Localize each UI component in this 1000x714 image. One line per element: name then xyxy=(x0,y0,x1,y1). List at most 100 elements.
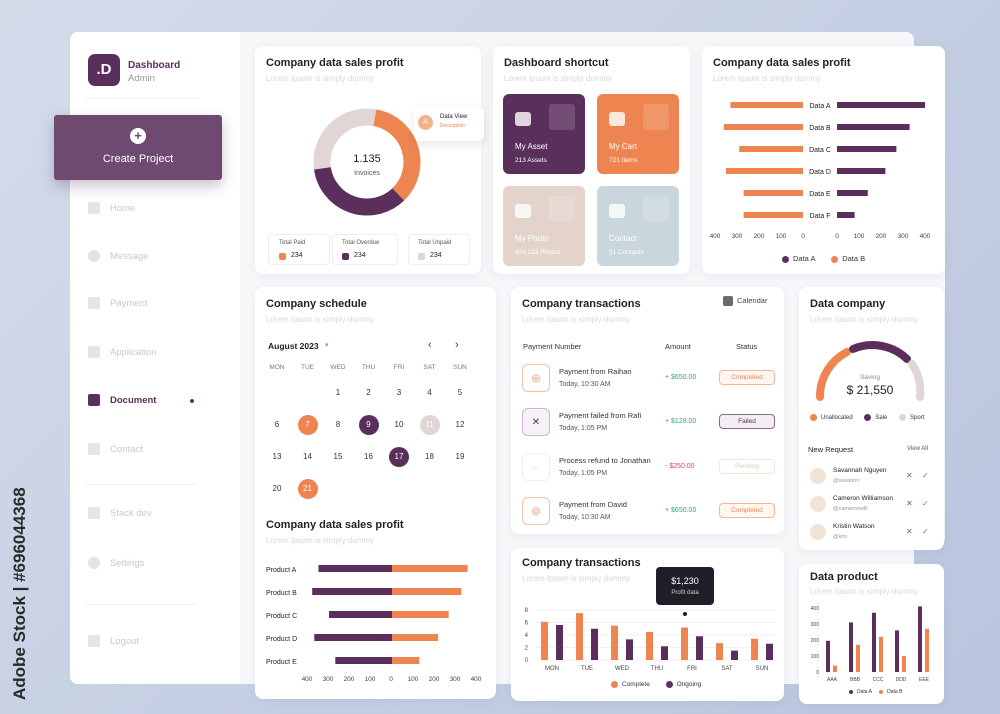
donut-tooltip: A Data View Description xyxy=(414,107,484,141)
category-label: MON xyxy=(545,666,559,672)
sidebar-item-application[interactable]: Application xyxy=(88,343,156,361)
tile-contact[interactable]: Contact 51 Contacts xyxy=(597,186,679,266)
tile-my-asset[interactable]: My Asset 213 Assets xyxy=(503,94,585,174)
calendar-day[interactable]: 13 xyxy=(272,452,282,461)
accept-icon[interactable]: ✓ xyxy=(922,499,929,508)
next-month-icon[interactable]: › xyxy=(455,339,459,351)
request-name: Kristin Watson xyxy=(833,523,875,530)
shortcut-title: Dashboard shortcut xyxy=(504,57,609,69)
category-label: THU xyxy=(651,666,663,672)
transaction-row[interactable]: ◎ Payment from David Today, 10:30 AM + $… xyxy=(522,495,782,529)
accept-icon[interactable]: ✓ xyxy=(922,471,929,480)
sidebar-item-settings[interactable]: Settings xyxy=(88,554,144,572)
calendar-button[interactable]: Calendar xyxy=(723,296,767,307)
transaction-row[interactable]: ✕ Payment failed from Rafi Today, 1:05 P… xyxy=(522,406,782,440)
sidebar-label: Application xyxy=(110,346,157,358)
calendar-day[interactable]: 3 xyxy=(396,388,402,397)
category-label: FRI xyxy=(687,666,697,672)
sidebar-label: Logout xyxy=(110,635,140,647)
col-header-amount: Amount xyxy=(665,342,691,351)
category-label: Data D xyxy=(809,169,831,176)
stat-overdue: Total Overdue 234 xyxy=(332,234,398,265)
arrow-left-icon: ← xyxy=(522,453,550,481)
weekday-label: FRI xyxy=(393,364,405,371)
calendar-day[interactable]: 21 xyxy=(297,479,318,499)
col-header-status: Status xyxy=(736,342,758,351)
tile-my-cart[interactable]: My Cart 721 Items xyxy=(597,94,679,174)
accept-icon[interactable]: ✓ xyxy=(922,527,929,536)
weekday-label: SUN xyxy=(453,364,467,371)
reject-icon[interactable]: ✕ xyxy=(906,499,913,508)
status-badge: Pending xyxy=(719,459,775,474)
calendar-day[interactable]: 19 xyxy=(455,452,465,461)
sidebar-item-message[interactable]: Message xyxy=(88,247,149,265)
prev-month-icon[interactable]: ‹ xyxy=(428,339,432,351)
create-project-label: Create Project xyxy=(102,153,174,165)
check-icon: ◎ xyxy=(522,364,550,392)
saving-gauge: Saving $ 21,550 xyxy=(815,341,925,401)
calendar-day[interactable]: 5 xyxy=(457,388,463,397)
reject-icon[interactable]: ✕ xyxy=(906,527,913,536)
gear-icon xyxy=(88,557,100,569)
tile-name: My Photo xyxy=(515,234,549,243)
calendar-day[interactable]: 17 xyxy=(389,447,409,467)
category-label: TUE xyxy=(581,666,593,672)
calendar-day[interactable]: 15 xyxy=(333,452,343,461)
tick-label: 300 xyxy=(811,622,820,628)
calendar-day[interactable]: 14 xyxy=(303,452,312,461)
home-icon xyxy=(88,202,100,214)
weekday-label: THU xyxy=(361,364,376,371)
calendar-day[interactable]: 1 xyxy=(335,388,341,397)
calendar-day[interactable]: 16 xyxy=(364,452,373,461)
calendar-day[interactable]: 11 xyxy=(419,415,440,435)
calendar-day[interactable]: 6 xyxy=(274,420,280,429)
bar-data-a xyxy=(849,622,853,672)
sidebar-item-document[interactable]: Document xyxy=(88,391,156,409)
create-project-button[interactable]: + Create Project xyxy=(54,115,222,180)
sidebar-item-contact[interactable]: Contact xyxy=(88,440,143,458)
transactions-subtitle: Lorem Ipsum is simply dummy xyxy=(522,315,631,324)
tooltip-title: Data View xyxy=(440,114,468,120)
calendar-day[interactable]: 18 xyxy=(425,452,434,461)
calendar-day[interactable]: 7 xyxy=(297,415,318,435)
calendar-day[interactable]: 10 xyxy=(394,420,404,429)
legend-swatch xyxy=(831,255,839,263)
bar-data-b xyxy=(743,190,803,196)
transaction-row[interactable]: ← Process refund to Jonathan Today, 1:05… xyxy=(522,451,782,485)
bar-left xyxy=(318,565,392,572)
request-name: Cameron Williamson xyxy=(833,495,893,502)
sidebar-item-home[interactable]: Home xyxy=(88,199,135,217)
view-all-link[interactable]: View All xyxy=(907,446,928,452)
sidebar-item-logout[interactable]: Logout xyxy=(88,632,139,650)
calendar-day[interactable]: 2 xyxy=(366,388,371,397)
schedule-card xyxy=(255,287,496,699)
tile-my-photo[interactable]: My Photo 924,213 Photos xyxy=(503,186,585,266)
bar-data-b xyxy=(833,665,837,672)
calendar-day[interactable]: 20 xyxy=(272,484,282,493)
transaction-row[interactable]: ◎ Payment from Raihan Today, 10:30 AM + … xyxy=(522,362,782,396)
bar-left xyxy=(329,611,392,618)
bar-left xyxy=(335,657,392,664)
stat-value: 234 xyxy=(354,252,366,259)
calendar-day[interactable]: 8 xyxy=(335,420,341,429)
reject-icon[interactable]: ✕ xyxy=(906,471,913,480)
calendar-day[interactable]: 4 xyxy=(427,388,432,397)
calendar-day[interactable]: 9 xyxy=(358,415,379,435)
bar-right xyxy=(392,657,420,664)
bar-data-a xyxy=(837,102,925,108)
legend-label: Ongoing xyxy=(676,681,702,689)
brand-logo[interactable]: .D xyxy=(88,54,120,86)
data-company-subtitle: Lorem Ipsum is simply dummy xyxy=(810,315,919,324)
calendar-day[interactable]: 12 xyxy=(455,420,465,429)
tooltip-value: $1,230 xyxy=(671,576,699,586)
avatar xyxy=(810,468,826,484)
category-label: Product A xyxy=(266,567,297,574)
tick-label: 0 xyxy=(835,233,839,240)
bar-left xyxy=(314,634,392,641)
sidebar-item-stack-dev[interactable]: Stack dev xyxy=(88,504,152,522)
tx-amount: - $250.00 xyxy=(665,463,695,470)
watermark-vertical: Adobe Stock | #696044368 xyxy=(10,487,29,700)
month-dropdown-icon[interactable]: ▾ xyxy=(325,342,329,349)
weekday-label: WED xyxy=(330,364,346,371)
sidebar-item-payment[interactable]: Payment xyxy=(88,294,148,312)
